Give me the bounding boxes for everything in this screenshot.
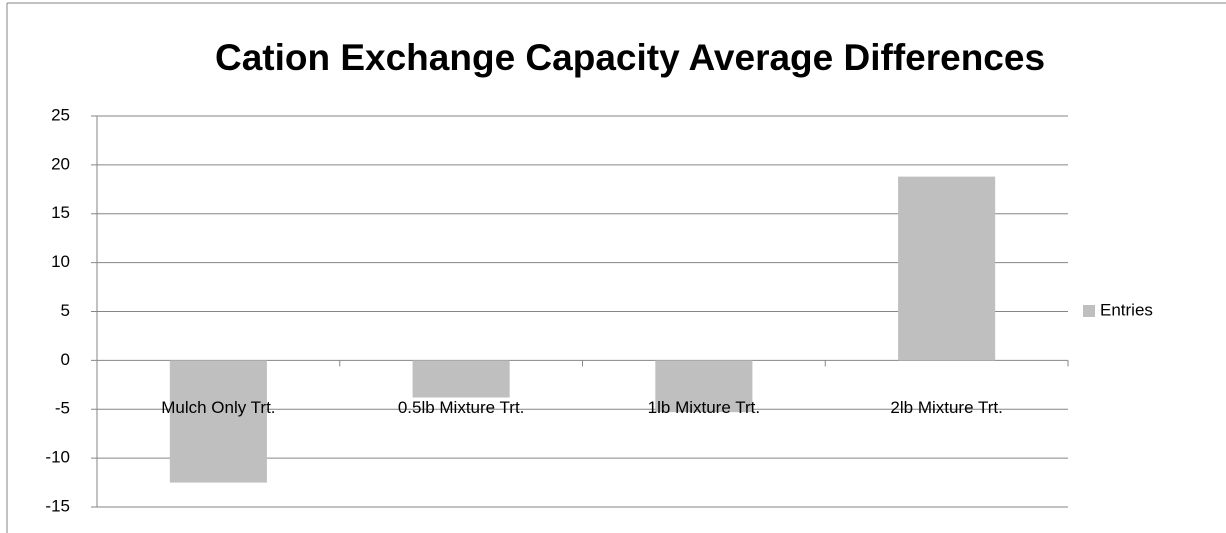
y-tick-label: -15 <box>45 496 70 515</box>
x-tick-label: 0.5lb Mixture Trt. <box>398 398 525 417</box>
y-tick-label: 20 <box>51 154 70 173</box>
y-tick-label: 10 <box>51 252 70 271</box>
y-tick-label: -5 <box>55 399 70 418</box>
legend-label: Entries <box>1100 300 1153 319</box>
bar <box>169 360 267 483</box>
bar <box>898 176 996 361</box>
bar <box>655 360 753 413</box>
y-tick-label: 15 <box>51 203 70 222</box>
chart-title: Cation Exchange Capacity Average Differe… <box>215 37 1045 78</box>
y-tick-label: 0 <box>61 350 70 369</box>
x-tick-label: 1lb Mixture Trt. <box>648 398 760 417</box>
x-tick-label: Mulch Only Trt. <box>161 398 275 417</box>
y-tick-label: 5 <box>61 301 70 320</box>
bar <box>412 360 510 398</box>
y-tick-label: -10 <box>45 448 70 467</box>
x-tick-label: 2lb Mixture Trt. <box>890 398 1002 417</box>
legend-swatch <box>1083 305 1095 317</box>
y-tick-label: 25 <box>51 105 70 124</box>
